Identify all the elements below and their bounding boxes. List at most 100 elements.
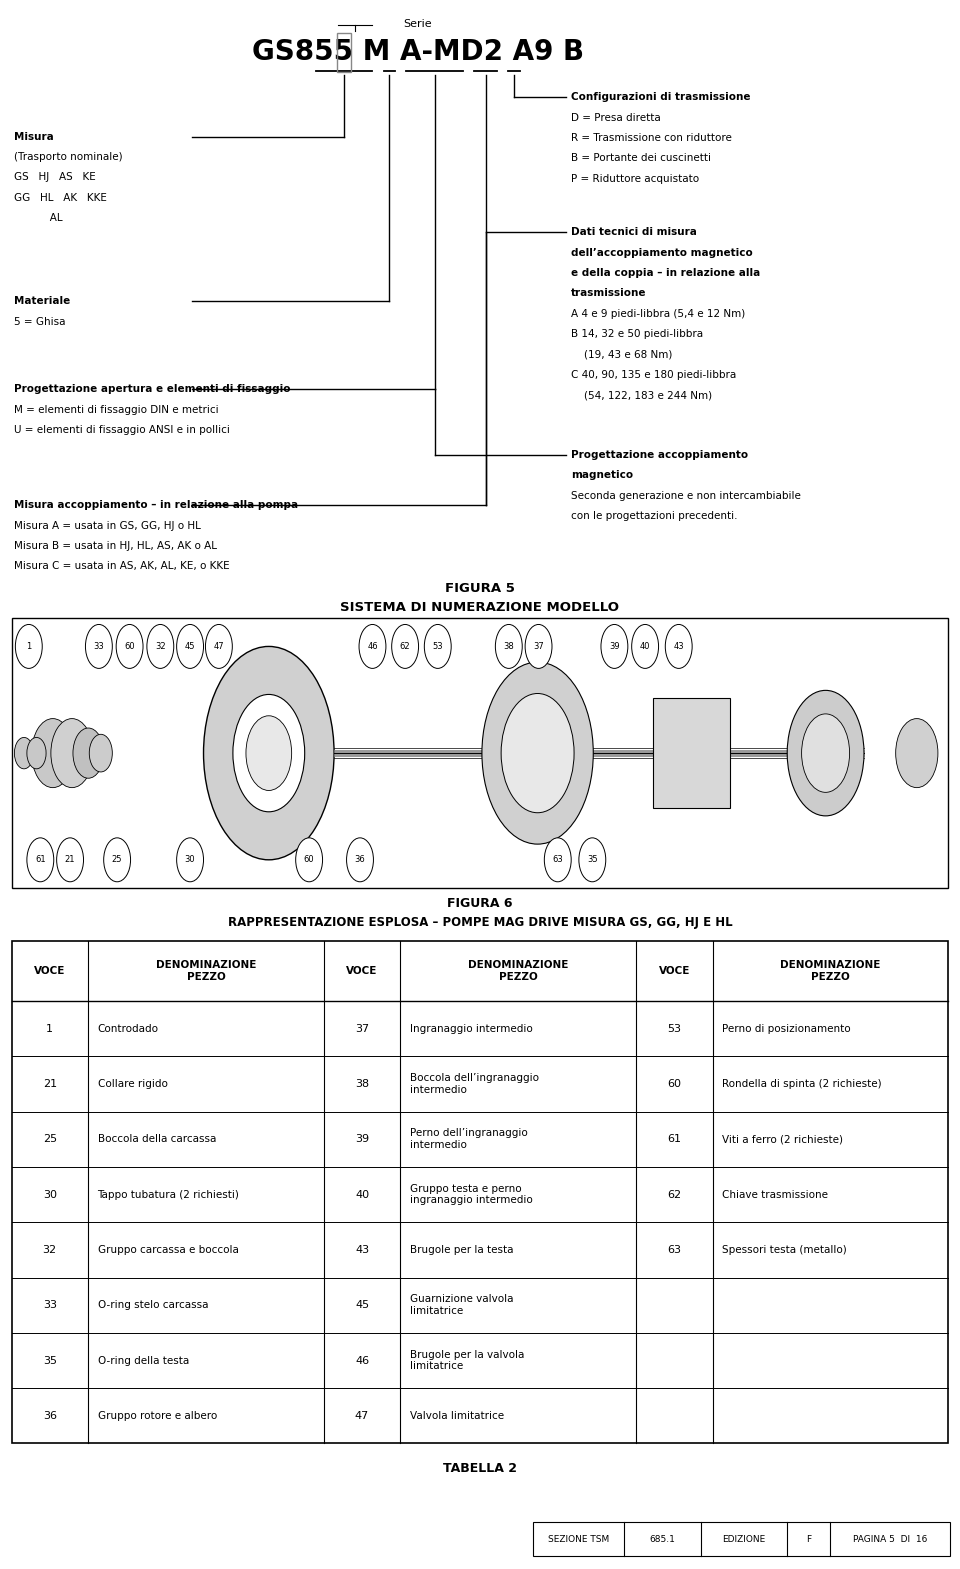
FancyBboxPatch shape <box>12 941 948 1443</box>
Text: 62: 62 <box>667 1189 682 1200</box>
Text: 53: 53 <box>432 642 444 651</box>
FancyBboxPatch shape <box>533 1522 950 1556</box>
Text: Misura C = usata in AS, AK, AL, KE, o KKE: Misura C = usata in AS, AK, AL, KE, o KK… <box>14 562 230 571</box>
Text: 36: 36 <box>43 1411 57 1422</box>
Text: 39: 39 <box>609 642 620 651</box>
Text: GG   HL   AK   KKE: GG HL AK KKE <box>14 193 108 202</box>
Text: Brugole per la testa: Brugole per la testa <box>410 1244 514 1255</box>
Circle shape <box>116 624 143 668</box>
Circle shape <box>665 624 692 668</box>
Text: U = elementi di fissaggio ANSI e in pollici: U = elementi di fissaggio ANSI e in poll… <box>14 425 230 435</box>
Circle shape <box>896 719 938 788</box>
Text: Chiave trasmissione: Chiave trasmissione <box>722 1189 828 1200</box>
Text: Serie: Serie <box>403 19 432 28</box>
Text: 25: 25 <box>112 855 122 865</box>
Text: GS855 M A-MD2 A9 B: GS855 M A-MD2 A9 B <box>252 38 584 66</box>
Text: 60: 60 <box>667 1079 682 1089</box>
Text: GS   HJ   AS   KE: GS HJ AS KE <box>14 173 96 182</box>
Text: (Trasporto nominale): (Trasporto nominale) <box>14 152 123 162</box>
Text: D = Presa diretta: D = Presa diretta <box>571 113 660 122</box>
Text: TABELLA 2: TABELLA 2 <box>443 1462 517 1475</box>
Circle shape <box>392 624 419 668</box>
Text: P = Riduttore acquistato: P = Riduttore acquistato <box>571 174 699 184</box>
Text: 25: 25 <box>42 1134 57 1144</box>
Text: 21: 21 <box>42 1079 57 1089</box>
Circle shape <box>27 737 46 769</box>
Text: 37: 37 <box>355 1023 369 1034</box>
Text: 60: 60 <box>303 855 315 865</box>
FancyBboxPatch shape <box>653 698 730 808</box>
Text: Misura accoppiamento – in relazione alla pompa: Misura accoppiamento – in relazione alla… <box>14 501 299 510</box>
Circle shape <box>89 734 112 772</box>
Text: 47: 47 <box>355 1411 370 1422</box>
Text: Misura B = usata in HJ, HL, AS, AK o AL: Misura B = usata in HJ, HL, AS, AK o AL <box>14 541 217 551</box>
Text: 36: 36 <box>354 855 366 865</box>
Text: Configurazioni di trasmissione: Configurazioni di trasmissione <box>571 93 751 102</box>
Text: 39: 39 <box>355 1134 369 1144</box>
Circle shape <box>347 838 373 882</box>
Circle shape <box>601 624 628 668</box>
Text: Boccola dell’ingranaggio
intermedio: Boccola dell’ingranaggio intermedio <box>410 1073 539 1095</box>
Text: Perno dell’ingranaggio
intermedio: Perno dell’ingranaggio intermedio <box>410 1128 528 1150</box>
Text: Rondella di spinta (2 richieste): Rondella di spinta (2 richieste) <box>722 1079 882 1089</box>
Circle shape <box>51 719 93 788</box>
Text: O-ring della testa: O-ring della testa <box>98 1356 189 1365</box>
Circle shape <box>27 838 54 882</box>
Text: 47: 47 <box>213 642 225 651</box>
Text: Spessori testa (metallo): Spessori testa (metallo) <box>722 1244 847 1255</box>
Text: FIGURA 6: FIGURA 6 <box>447 897 513 910</box>
Text: magnetico: magnetico <box>571 471 634 480</box>
Text: 45: 45 <box>185 642 195 651</box>
Text: Guarnizione valvola
limitatrice: Guarnizione valvola limitatrice <box>410 1294 514 1316</box>
Text: Ingranaggio intermedio: Ingranaggio intermedio <box>410 1023 533 1034</box>
Text: Gruppo testa e perno
ingranaggio intermedio: Gruppo testa e perno ingranaggio interme… <box>410 1183 533 1205</box>
Text: DENOMINAZIONE
PEZZO: DENOMINAZIONE PEZZO <box>780 960 880 982</box>
Text: 1: 1 <box>46 1023 53 1034</box>
Text: Progettazione accoppiamento: Progettazione accoppiamento <box>571 450 749 460</box>
Circle shape <box>246 715 292 791</box>
Circle shape <box>544 838 571 882</box>
Text: 38: 38 <box>503 642 515 651</box>
Circle shape <box>482 662 593 844</box>
Text: SEZIONE TSM: SEZIONE TSM <box>548 1534 609 1544</box>
Text: VOCE: VOCE <box>34 967 65 976</box>
Circle shape <box>495 624 522 668</box>
Circle shape <box>525 624 552 668</box>
Circle shape <box>579 838 606 882</box>
Text: VOCE: VOCE <box>659 967 690 976</box>
Text: 685.1: 685.1 <box>650 1534 675 1544</box>
Text: Valvola limitatrice: Valvola limitatrice <box>410 1411 504 1422</box>
Text: 46: 46 <box>367 642 378 651</box>
Text: 37: 37 <box>533 642 544 651</box>
Text: R = Trasmissione con riduttore: R = Trasmissione con riduttore <box>571 133 732 143</box>
Circle shape <box>424 624 451 668</box>
Text: con le progettazioni precedenti.: con le progettazioni precedenti. <box>571 511 737 521</box>
Text: Collare rigido: Collare rigido <box>98 1079 167 1089</box>
Text: DENOMINAZIONE
PEZZO: DENOMINAZIONE PEZZO <box>156 960 256 982</box>
Text: EDIZIONE: EDIZIONE <box>722 1534 766 1544</box>
Text: Progettazione apertura e elementi di fissaggio: Progettazione apertura e elementi di fis… <box>14 384 291 394</box>
Circle shape <box>501 693 574 813</box>
Text: Misura: Misura <box>14 132 54 143</box>
Text: Misura A = usata in GS, GG, HJ o HL: Misura A = usata in GS, GG, HJ o HL <box>14 521 202 530</box>
Circle shape <box>177 624 204 668</box>
Text: 40: 40 <box>355 1189 369 1200</box>
Text: DENOMINAZIONE
PEZZO: DENOMINAZIONE PEZZO <box>468 960 568 982</box>
Text: F: F <box>806 1534 811 1544</box>
Text: (54, 122, 183 e 244 Nm): (54, 122, 183 e 244 Nm) <box>571 391 712 400</box>
Text: Dati tecnici di misura: Dati tecnici di misura <box>571 228 697 237</box>
Text: 5 = Ghisa: 5 = Ghisa <box>14 317 66 326</box>
Text: 21: 21 <box>65 855 75 865</box>
Text: RAPPRESENTAZIONE ESPLOSA – POMPE MAG DRIVE MISURA GS, GG, HJ E HL: RAPPRESENTAZIONE ESPLOSA – POMPE MAG DRI… <box>228 916 732 929</box>
Text: Boccola della carcassa: Boccola della carcassa <box>98 1134 216 1144</box>
Circle shape <box>632 624 659 668</box>
Text: SISTEMA DI NUMERAZIONE MODELLO: SISTEMA DI NUMERAZIONE MODELLO <box>341 601 619 613</box>
Text: 32: 32 <box>155 642 166 651</box>
Text: 33: 33 <box>43 1301 57 1310</box>
Text: 53: 53 <box>667 1023 682 1034</box>
Text: 35: 35 <box>43 1356 57 1365</box>
Circle shape <box>32 719 74 788</box>
Circle shape <box>296 838 323 882</box>
Text: 40: 40 <box>640 642 650 651</box>
FancyBboxPatch shape <box>12 618 948 888</box>
